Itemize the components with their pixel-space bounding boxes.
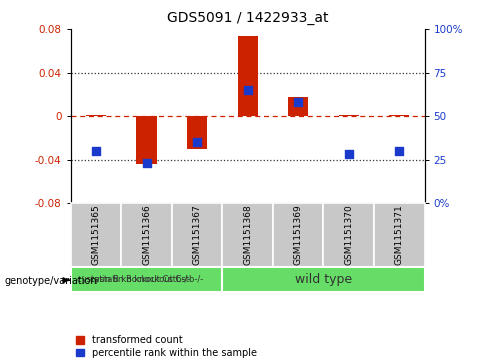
Point [92, 148, 100, 154]
Bar [71, 267, 223, 292]
Text: GSM1151366: GSM1151366 [142, 205, 151, 265]
Title: GDS5091 / 1422933_at: GDS5091 / 1422933_at [167, 11, 328, 25]
Bar [288, 97, 308, 116]
Bar [223, 203, 273, 267]
Legend: transformed count, percentile rank within the sample: transformed count, percentile rank withi… [76, 335, 257, 358]
Text: GSM1151368: GSM1151368 [243, 205, 252, 265]
Text: GSM1151370: GSM1151370 [344, 205, 353, 265]
Bar [238, 36, 258, 116]
Text: wild type: wild type [295, 273, 352, 286]
Point [193, 139, 201, 145]
Point [142, 160, 150, 166]
Text: cystatin B knockout Cstb-/-: cystatin B knockout Cstb-/- [90, 275, 203, 284]
Bar [324, 203, 374, 267]
Text: GSM1151367: GSM1151367 [193, 205, 202, 265]
Point [395, 148, 403, 154]
Bar [339, 115, 359, 116]
Bar [86, 115, 106, 116]
Bar [223, 267, 425, 292]
Bar [187, 116, 207, 149]
Bar [389, 115, 409, 116]
Bar [137, 116, 157, 164]
Point [244, 87, 252, 93]
Text: GSM1151371: GSM1151371 [395, 205, 404, 265]
Point [294, 99, 302, 105]
Text: genotype/variation: genotype/variation [5, 276, 98, 286]
Bar [172, 203, 223, 267]
Text: cystatin B knockout Cstb-/-: cystatin B knockout Cstb-/- [77, 275, 190, 284]
Bar [374, 203, 425, 267]
Bar [122, 203, 172, 267]
Text: GSM1151365: GSM1151365 [92, 205, 101, 265]
Bar [273, 203, 324, 267]
Point [345, 152, 353, 158]
Text: GSM1151369: GSM1151369 [294, 205, 303, 265]
Bar [71, 203, 122, 267]
